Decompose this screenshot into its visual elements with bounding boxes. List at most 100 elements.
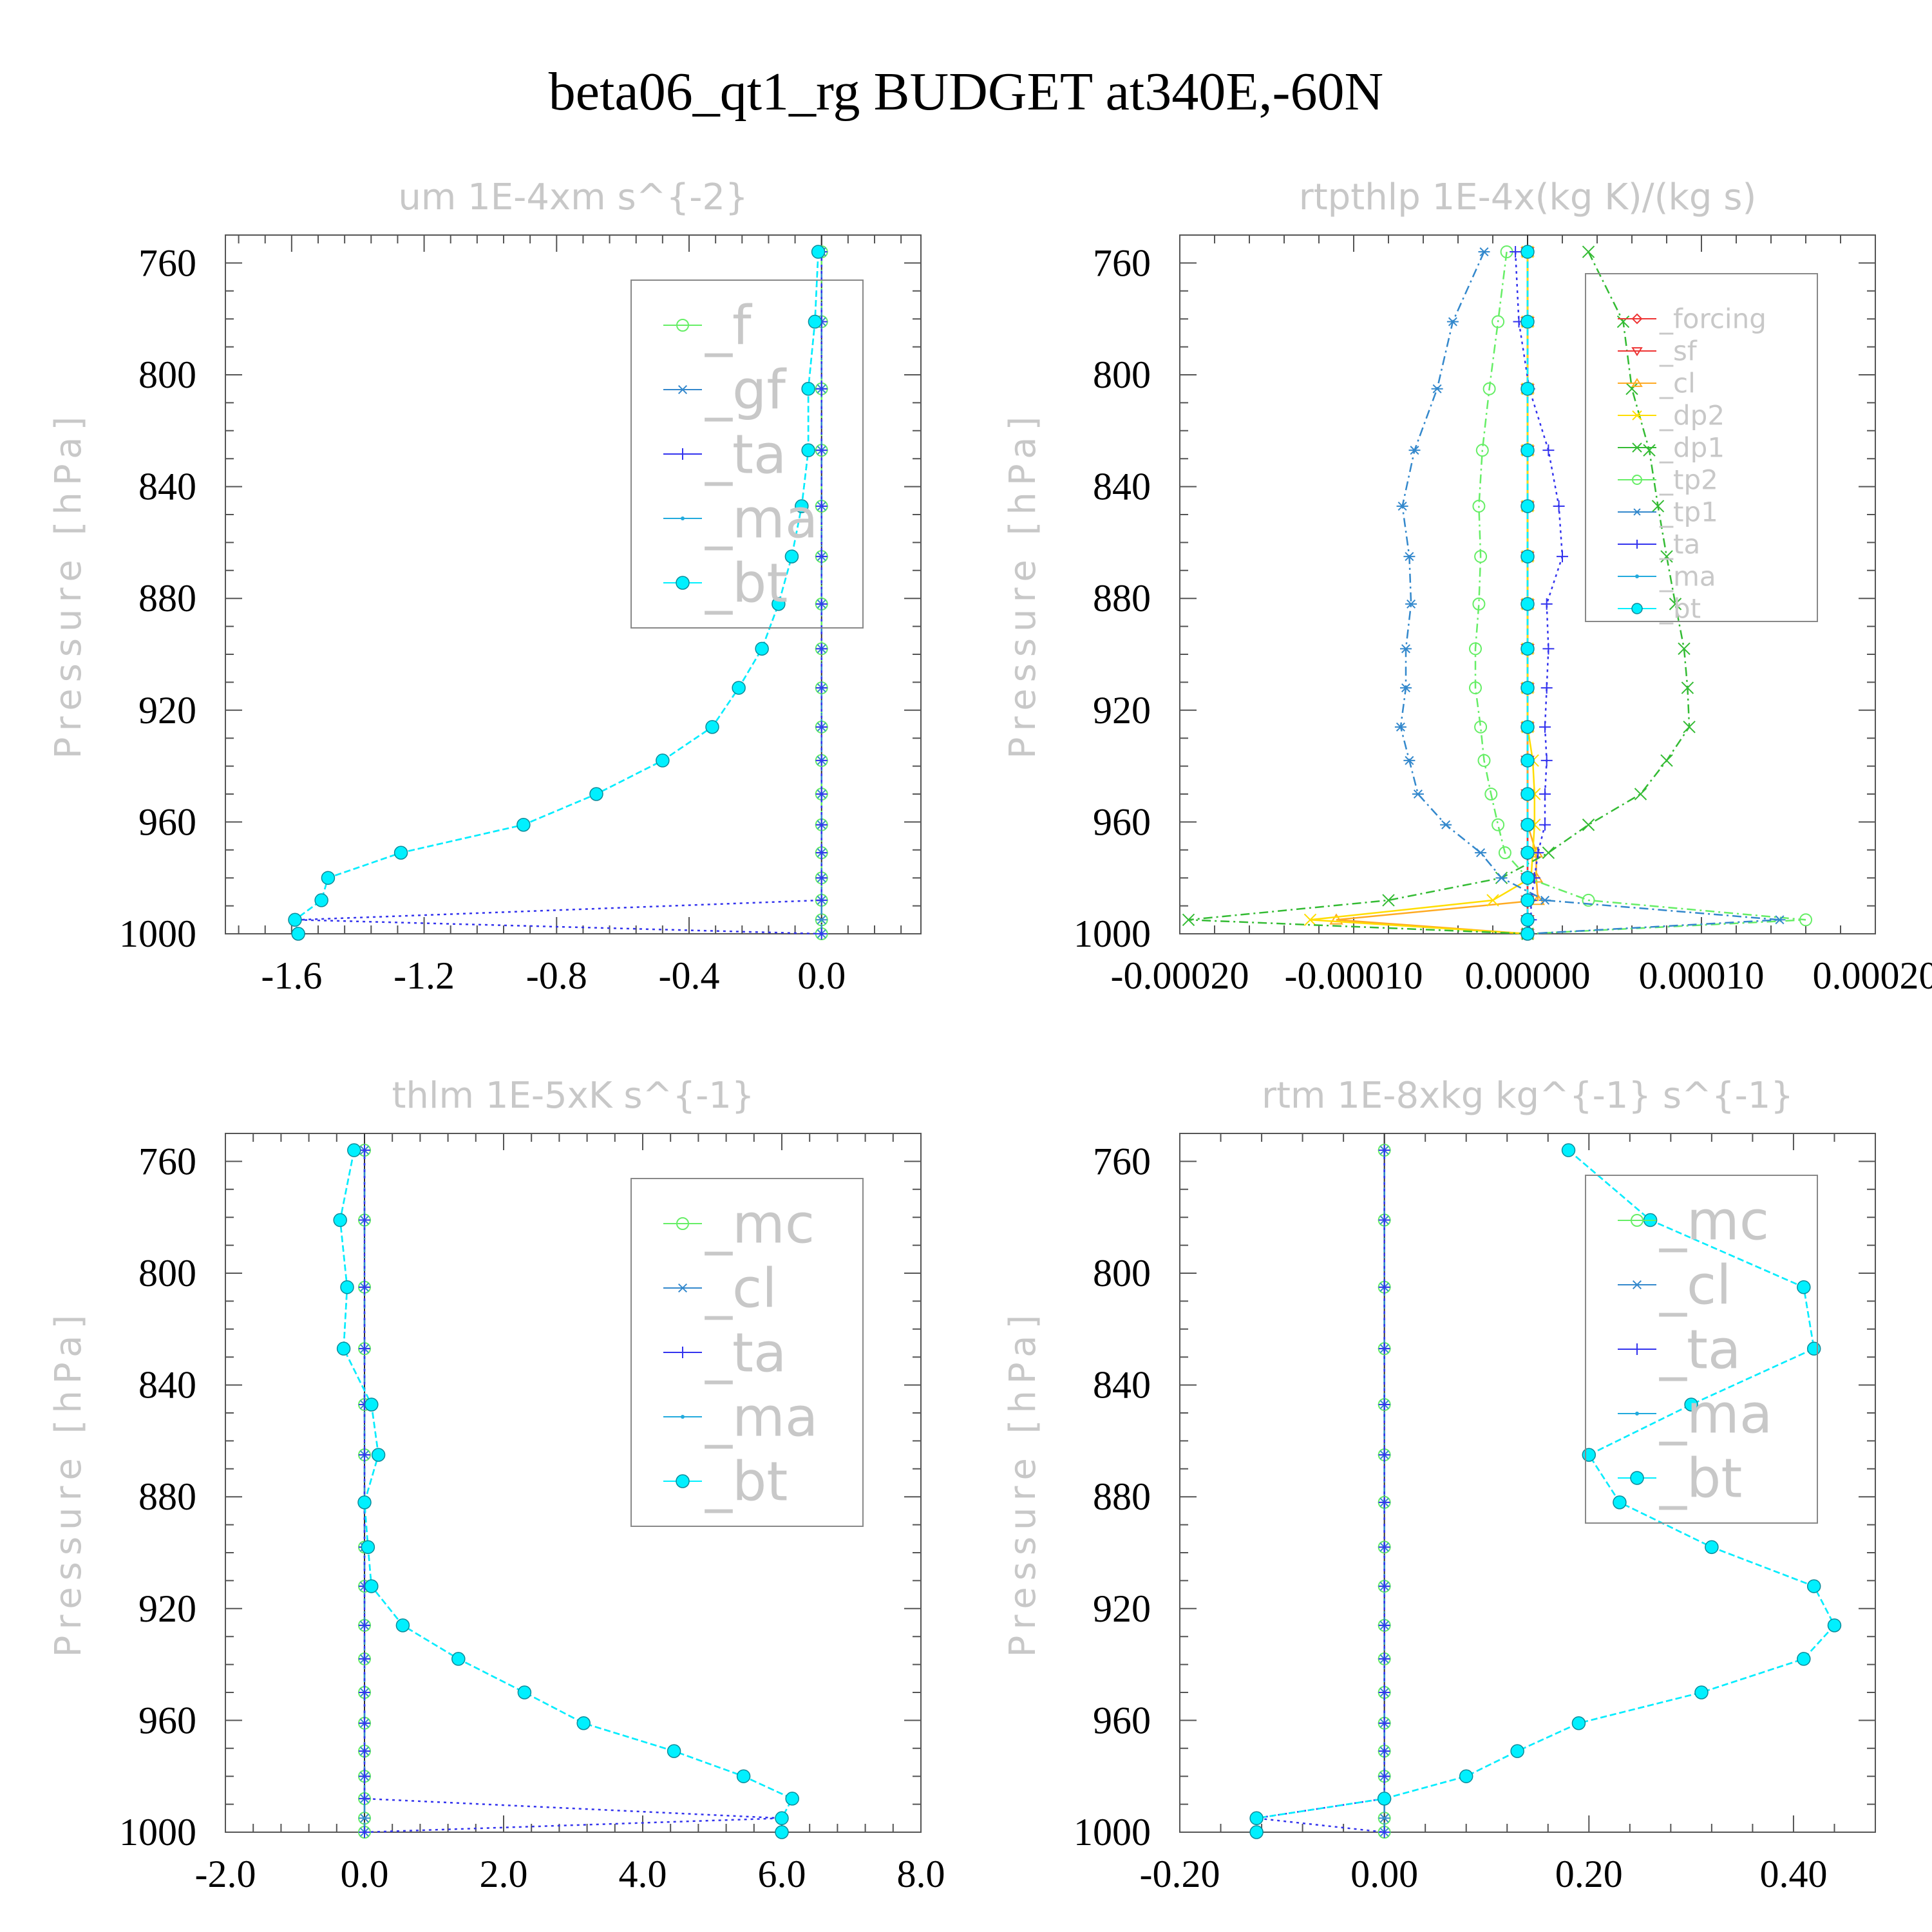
marker-filled — [347, 1143, 361, 1157]
y-tick-label: 880 — [1093, 1475, 1151, 1518]
y-axis-label: Pressure [hPa] — [48, 410, 90, 759]
marker-star — [1396, 501, 1408, 511]
marker-star — [1412, 789, 1424, 799]
y-tick-label: 1000 — [1074, 913, 1151, 955]
marker-plus — [359, 1619, 370, 1631]
legend-label: _ma — [1659, 1382, 1772, 1445]
marker-x — [1651, 500, 1665, 513]
marker-plus — [815, 682, 828, 694]
marker-filled — [1520, 787, 1535, 801]
marker-x — [1632, 410, 1642, 421]
panel-title: rtpthlp 1E-4x(kg K)/(kg s) — [1299, 176, 1757, 218]
marker-x — [1486, 894, 1499, 907]
marker-triangle-up — [1631, 377, 1643, 387]
legend-label: _ta — [705, 422, 786, 486]
x-tick-label: -2.0 — [195, 1853, 256, 1895]
marker-plus — [1378, 1144, 1390, 1157]
legend-frame — [1585, 273, 1818, 622]
marker-dot — [681, 516, 685, 520]
marker-x — [1625, 382, 1638, 395]
y-tick-label: 800 — [1093, 1252, 1151, 1294]
marker-x — [1382, 894, 1395, 907]
x-tick-label: 0.20 — [1555, 1853, 1623, 1895]
marker-filled — [395, 1618, 410, 1633]
marker-plus — [1378, 1214, 1390, 1226]
marker-diamond — [1631, 313, 1643, 325]
x-tick-label: -0.00010 — [1285, 954, 1423, 997]
marker-filled — [732, 681, 746, 695]
marker-filled — [336, 1341, 351, 1356]
marker-filled — [1520, 913, 1535, 927]
legend-label: _bt — [1659, 1446, 1742, 1510]
legend-item: _cl — [1618, 1253, 1732, 1316]
legend-label: _ma — [705, 487, 818, 550]
marker-star — [1475, 848, 1487, 858]
marker-plus — [359, 1826, 370, 1838]
series-tp1 — [1394, 247, 1786, 939]
marker-plus — [1542, 643, 1555, 655]
marker-plus — [359, 1653, 370, 1665]
y-tick-label: 840 — [138, 466, 196, 508]
x-tick-label: -0.00020 — [1111, 954, 1249, 997]
marker-x — [1582, 819, 1595, 831]
marker-filled — [705, 720, 719, 734]
marker-filled — [1459, 1769, 1473, 1783]
marker-star — [815, 915, 828, 925]
marker-filled — [801, 443, 815, 457]
axes-frame — [225, 234, 922, 934]
legend: _mc_cl_ta_ma_bt — [1585, 1175, 1818, 1524]
marker-filled — [1520, 641, 1535, 656]
legend-label: _ma — [1659, 561, 1716, 592]
marker-filled — [1520, 381, 1535, 396]
legend-label: _tp2 — [1659, 464, 1718, 496]
marker-filled — [755, 641, 769, 656]
marker-plus — [359, 1449, 370, 1461]
legend-label: _forcing — [1659, 303, 1766, 335]
marker-filled — [333, 1213, 347, 1227]
series-line — [1255, 1150, 1835, 1832]
series-line — [294, 251, 819, 934]
x-tick-label: 0.0 — [341, 1853, 389, 1895]
panels: um 1E-4xm s^{-2} Pressure [hPa] 760 800 840 8… — [48, 176, 1932, 1895]
legend-label: _ma — [705, 1385, 818, 1448]
x-tick-label: -0.20 — [1140, 1853, 1220, 1895]
series-line — [363, 1150, 782, 1833]
y-tick-label: 880 — [138, 1475, 196, 1518]
y-tick-label: 1000 — [1074, 1811, 1151, 1853]
marker-circle — [676, 1217, 689, 1230]
marker-star — [677, 1283, 688, 1293]
marker-circle — [1799, 913, 1812, 927]
marker-filled — [314, 893, 328, 907]
marker-filled — [795, 499, 809, 513]
y-tick-label: 760 — [138, 242, 196, 284]
legend-label: _gf — [705, 358, 787, 421]
series-ta — [1510, 246, 1568, 940]
marker-filled — [775, 1825, 789, 1839]
y-tick-label: 920 — [138, 689, 196, 732]
legend-label: _sf — [1659, 336, 1698, 367]
marker-plus — [1633, 540, 1642, 549]
marker-filled — [1249, 1811, 1264, 1826]
y-tick-label: 880 — [1093, 577, 1151, 620]
marker-plus — [1378, 1398, 1390, 1410]
marker-plus — [359, 1717, 370, 1729]
legend: _forcing_sf_cl_dp2_dp1_tp2_tp1_ta_ma_bt — [1585, 273, 1818, 625]
y-tick-label: 800 — [138, 1252, 196, 1294]
marker-filled — [1705, 1540, 1719, 1555]
panel-4: rtm 1E-8xkg kg^{-1} s^{-1} Pressure [hPa]… — [1002, 1075, 1876, 1895]
marker-plus — [1539, 721, 1551, 733]
series-line — [339, 1150, 793, 1832]
marker-filled — [1520, 597, 1535, 611]
series-line — [1336, 252, 1539, 935]
y-tick-label: 880 — [138, 577, 196, 620]
marker-triangle-down — [1631, 347, 1643, 357]
marker-plus — [677, 448, 688, 460]
marker-star — [1539, 895, 1551, 905]
y-tick-label: 960 — [138, 800, 196, 843]
marker-x — [1616, 315, 1630, 328]
marker-plus — [815, 872, 828, 884]
marker-circle — [676, 319, 689, 332]
marker-plus — [1539, 819, 1551, 831]
legend-item: _bt — [1618, 1446, 1742, 1510]
marker-filled — [1520, 549, 1535, 564]
